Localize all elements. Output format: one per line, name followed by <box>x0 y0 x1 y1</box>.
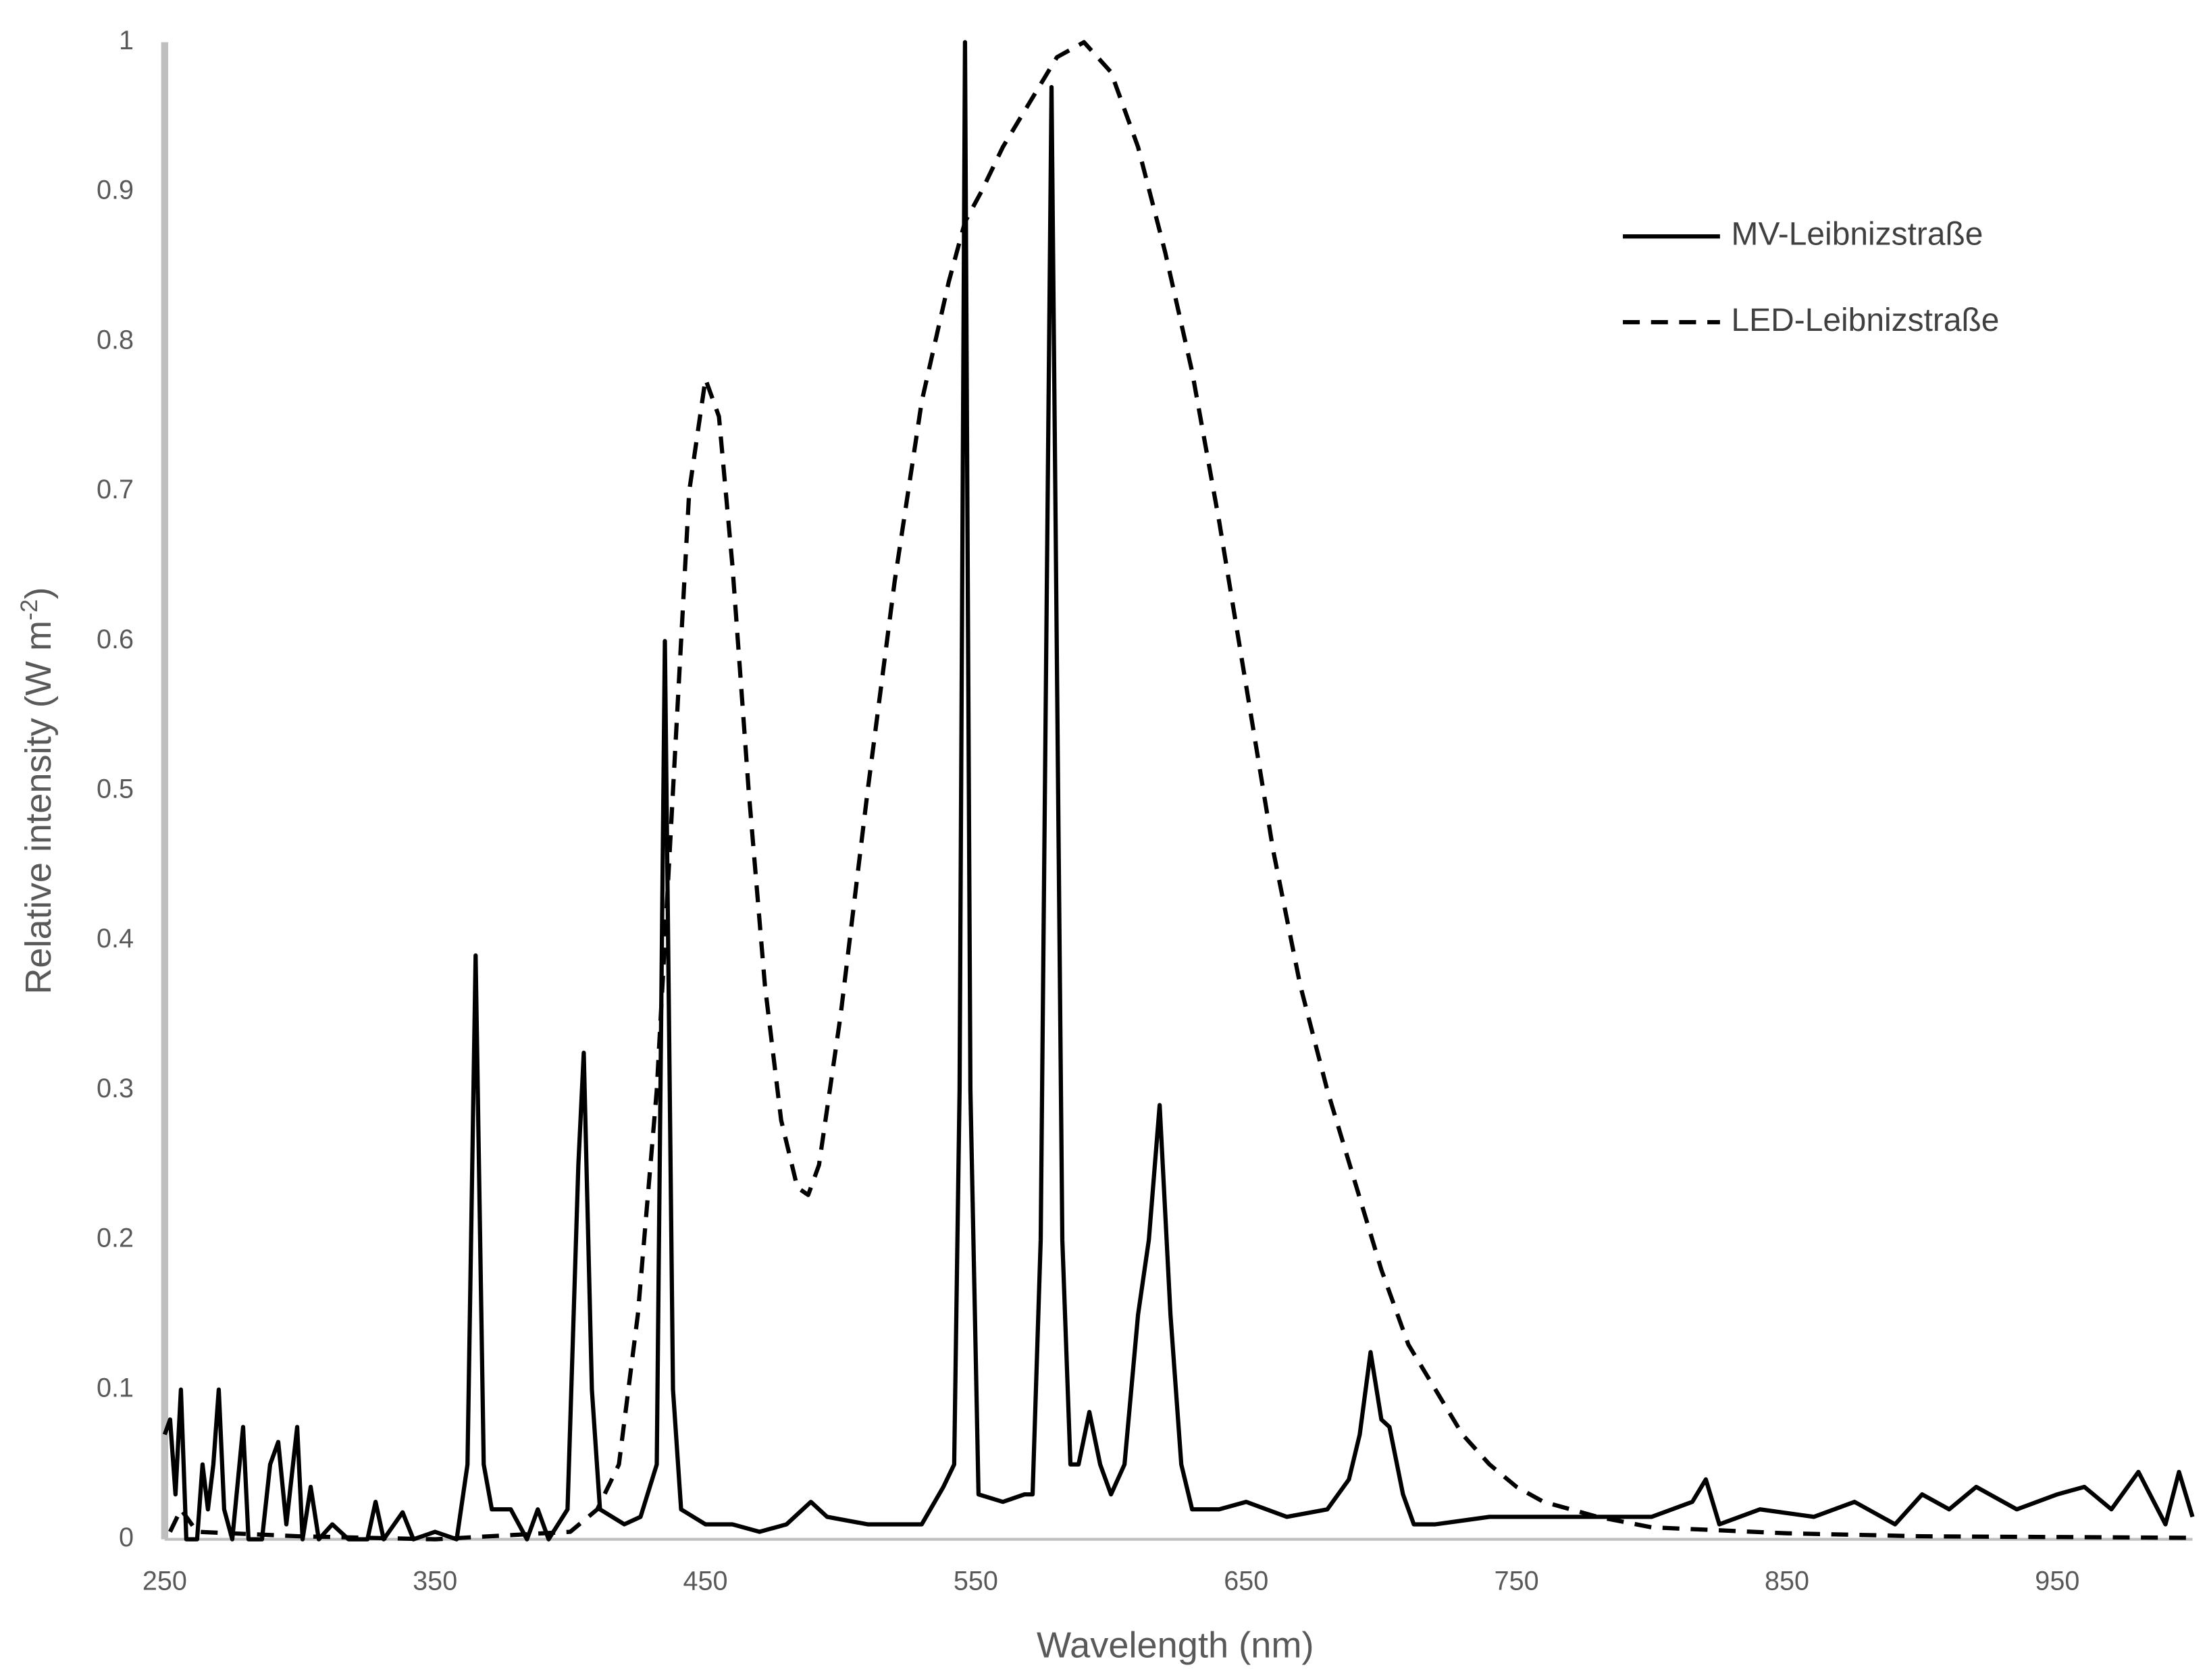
legend-label: MV-Leibnizstraße <box>1732 217 1983 253</box>
x-tick-label: 850 <box>1765 1567 1809 1596</box>
x-tick-label: 950 <box>2035 1567 2079 1596</box>
x-tick-label: 650 <box>1224 1567 1268 1596</box>
y-tick-label: 0.2 <box>97 1224 134 1253</box>
y-tick-label: 0.3 <box>97 1074 134 1103</box>
y-tick-label: 0 <box>119 1523 134 1552</box>
y-tick-label: 0.6 <box>97 625 134 654</box>
y-tick-label: 0.4 <box>97 924 134 953</box>
series-line <box>168 40 2193 1542</box>
x-tick-label: 750 <box>1495 1567 1539 1596</box>
legend-label: LED-Leibnizstraße <box>1732 303 2000 338</box>
x-tick-label: 250 <box>142 1567 187 1596</box>
x-axis-title: Wavelength (nm) <box>1037 1625 1314 1666</box>
y-tick-label: 1 <box>119 26 134 55</box>
y-tick-label: 0.9 <box>97 176 134 205</box>
x-tick-label: 350 <box>413 1567 457 1596</box>
y-title-end: ) <box>18 587 59 599</box>
y-tick-label: 0.7 <box>97 475 134 504</box>
y-axis-title: Relative intensity (W m-2) <box>16 587 59 994</box>
series-line <box>162 40 2195 1542</box>
y-title-main: Relative intensity (W m <box>18 621 59 995</box>
y-tick-label: 0.8 <box>97 325 134 355</box>
y-title-superscript: -2 <box>16 599 43 620</box>
y-tick-label: 0.5 <box>97 775 134 804</box>
y-tick-label: 0.1 <box>97 1373 134 1402</box>
x-tick-label: 550 <box>954 1567 998 1596</box>
x-tick-label: 450 <box>683 1567 728 1596</box>
